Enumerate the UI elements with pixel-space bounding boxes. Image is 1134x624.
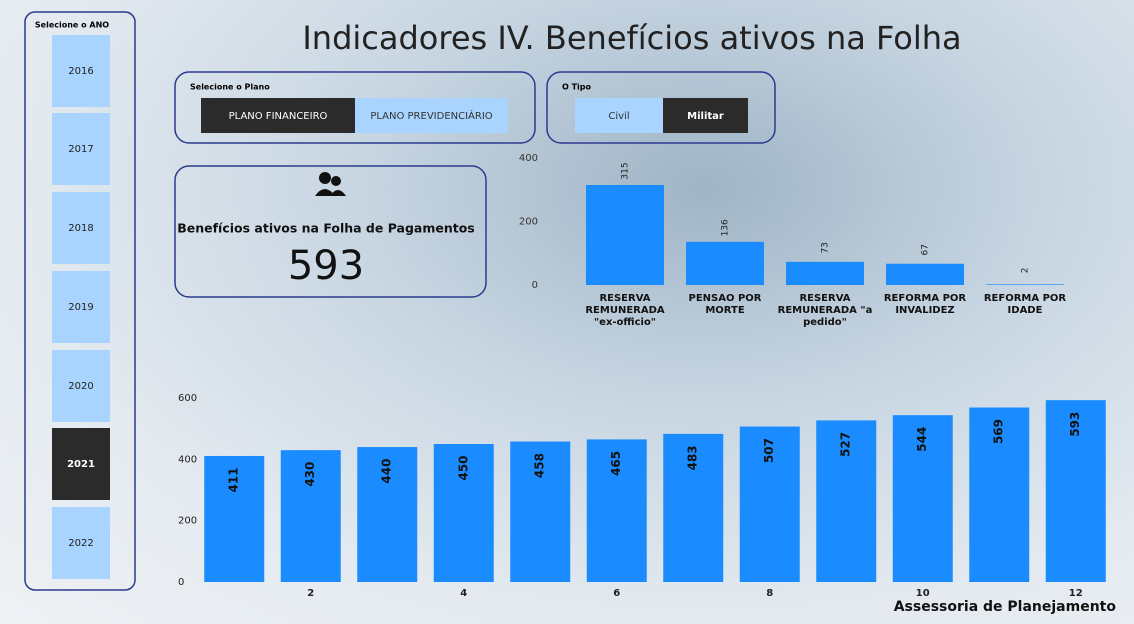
x-tick-label: 6 (613, 588, 620, 599)
footer: Assessoria de Planejamento (894, 599, 1117, 615)
canvas: Selecione o ANO Indicadores IV. Benefíci… (0, 0, 1134, 624)
year-button-label: 2021 (67, 459, 95, 470)
data-label: 67 (921, 244, 931, 255)
data-label: 411 (227, 467, 241, 492)
bar (886, 264, 964, 285)
slicer-button-label: PLANO FINANCEIRO (229, 111, 328, 122)
x-tick-label: 2 (307, 588, 314, 599)
x-tick-label: 8 (766, 588, 773, 599)
year-button-label: 2019 (68, 302, 93, 313)
card-label: Benefícios ativos na Folha de Pagamentos (177, 221, 475, 236)
y-tick-label: 200 (519, 217, 538, 228)
data-label: 593 (1068, 412, 1082, 437)
bar (986, 284, 1064, 285)
x-tick-label: PENSÃO POR MORTE (677, 293, 773, 317)
data-label: 483 (686, 445, 700, 470)
x-tick-label: RESERVA REMUNERADA "ex-officio" (577, 293, 673, 329)
card-value: 593 (288, 243, 364, 289)
data-label: 527 (839, 432, 853, 457)
data-label: 430 (303, 462, 317, 487)
data-label: 507 (762, 438, 776, 463)
x-tick-label: REFORMA POR INVALIDEZ (877, 293, 973, 317)
x-tick-label: 12 (1069, 588, 1083, 599)
bar (586, 185, 664, 285)
dashboard: Selecione o ANO Indicadores IV. Benefíci… (0, 0, 1134, 624)
plan-label: Selecione o Plano (190, 83, 270, 92)
data-label: 465 (609, 451, 623, 476)
data-label: 2 (1021, 267, 1031, 273)
data-label: 458 (533, 453, 547, 478)
year-button-label: 2017 (68, 144, 93, 155)
slicer-button-label: Civil (608, 111, 629, 122)
category-wrapper: RESERVA REMUNERADA "ex-officio" (577, 293, 673, 343)
year-button-label: 2022 (68, 538, 93, 549)
y-tick-label: 400 (519, 153, 538, 164)
bar (786, 262, 864, 285)
title: Indicadores IV. Benefícios ativos na Fol… (302, 19, 961, 57)
y-tick-label: 200 (178, 516, 197, 527)
people-icon (315, 172, 346, 196)
x-tick-label: REFORMA POR IDADE (977, 293, 1073, 317)
year-label: Selecione o ANO (35, 21, 109, 30)
data-label: 136 (721, 219, 731, 236)
y-tick-label: 0 (178, 577, 184, 588)
slicer-button-label: PLANO PREVIDENCIÁRIO (370, 109, 492, 122)
type-label: O Tipo (562, 83, 592, 92)
category-wrapper: REFORMA POR INVALIDEZ (877, 293, 973, 343)
year-button-label: 2020 (68, 381, 93, 392)
data-label: 544 (915, 427, 929, 452)
data-label: 73 (821, 242, 831, 253)
bar (686, 242, 764, 285)
data-label: 440 (380, 459, 394, 484)
slicer-button-label: Militar (687, 111, 724, 122)
y-tick-label: 0 (532, 280, 538, 291)
x-tick-label: 10 (916, 588, 930, 599)
x-tick-label: 4 (460, 588, 467, 599)
category-wrapper: REFORMA POR IDADE (977, 293, 1073, 343)
data-label: 569 (992, 419, 1006, 444)
x-tick-label: RESERVA REMUNERADA "a pedido" (777, 293, 873, 329)
category-wrapper: RESERVA REMUNERADA "a pedido" (777, 293, 873, 343)
y-tick-label: 400 (178, 454, 197, 465)
y-tick-label: 600 (178, 393, 197, 404)
data-label: 450 (456, 455, 470, 480)
data-label: 315 (621, 162, 631, 179)
year-button-label: 2018 (68, 223, 93, 234)
year-button-label: 2016 (68, 66, 93, 77)
category-wrapper: PENSÃO POR MORTE (677, 293, 773, 343)
